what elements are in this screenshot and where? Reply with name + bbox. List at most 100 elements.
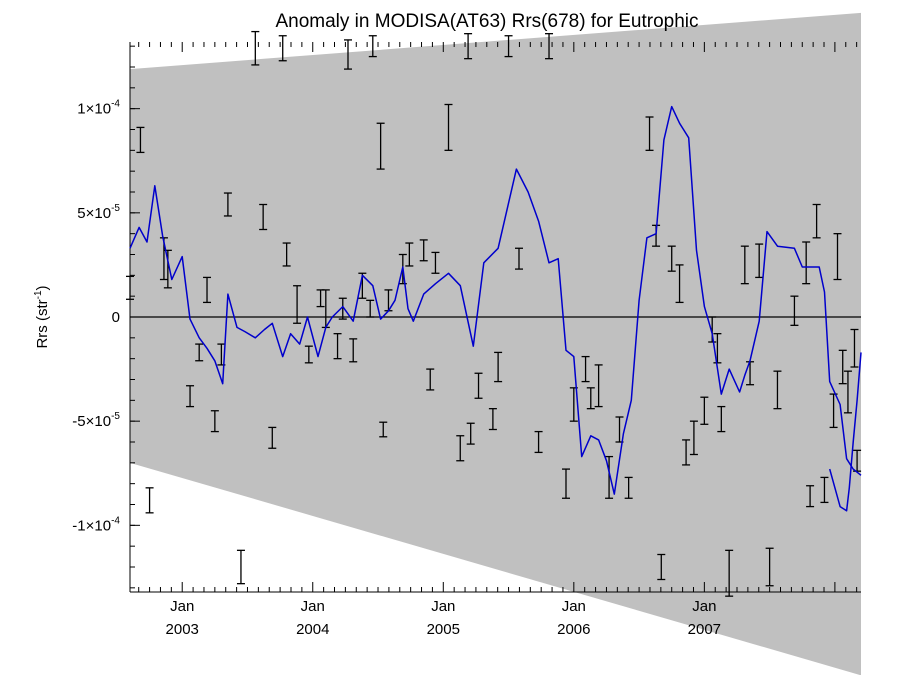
errorbar <box>802 241 811 285</box>
errorbar <box>561 468 570 499</box>
errorbar <box>333 333 342 360</box>
errorbar <box>765 547 774 587</box>
anomaly-series-line <box>129 105 862 495</box>
errorbar <box>293 285 302 324</box>
errorbar <box>850 328 859 368</box>
x-tick-month-label: Jan <box>431 598 455 615</box>
errorbar <box>251 30 260 66</box>
errorbar <box>466 422 475 445</box>
errorbar <box>740 245 749 285</box>
errorbar <box>838 349 847 385</box>
errorbar <box>379 421 388 438</box>
y-tick-label: -5×10-5 <box>72 411 120 430</box>
errorbar <box>812 203 821 239</box>
chart-title: Anomaly in MODISA(AT63) Rrs(678) for Eut… <box>275 11 698 32</box>
errorbar <box>259 203 268 231</box>
errorbar <box>405 242 414 267</box>
errorbar <box>431 251 440 274</box>
y-tick-label: 5×10-5 <box>77 203 120 222</box>
errorbar <box>278 35 287 62</box>
series-layer <box>129 105 862 512</box>
errorbar <box>126 275 134 300</box>
errorbar <box>426 368 435 391</box>
errorbar <box>488 408 497 431</box>
y-axis-label: Rrs (str-1) <box>33 285 51 348</box>
errorbar <box>605 455 614 499</box>
errorbar <box>338 297 347 320</box>
errorbar <box>223 192 232 217</box>
errorbar <box>514 247 523 270</box>
errorbar <box>624 476 633 499</box>
errorbar-layer <box>126 30 862 597</box>
errorbar <box>236 549 245 585</box>
x-tick-year-label: 2007 <box>688 621 721 638</box>
x-tick-year-label: 2005 <box>427 621 460 638</box>
x-tick-year-label: 2003 <box>166 621 199 638</box>
errorbar <box>586 387 595 410</box>
errorbar <box>820 476 829 504</box>
errorbar <box>657 553 666 581</box>
errorbar <box>790 295 799 326</box>
x-tick-year-label: 2004 <box>296 621 329 638</box>
uncertainty-band-layer <box>130 12 861 675</box>
errorbar <box>675 264 684 304</box>
y-tick-label: 1×10-4 <box>77 99 120 118</box>
x-tick-month-label: Jan <box>301 598 325 615</box>
y-tick-label-mantissa: -1×10 <box>72 517 111 534</box>
errorbar <box>833 233 842 281</box>
errorbar <box>829 393 838 429</box>
errorbar <box>689 420 698 456</box>
y-axis-label-suffix: ) <box>34 285 51 290</box>
errorbar <box>145 487 154 514</box>
errorbar <box>545 33 554 60</box>
errorbar <box>304 345 313 364</box>
errorbar <box>136 126 145 154</box>
y-tick-label-exponent: -4 <box>111 99 120 110</box>
errorbar <box>210 410 219 433</box>
y-tick-label: -1×10-4 <box>72 515 120 534</box>
y-axis-label-sup: -1 <box>33 290 44 299</box>
errorbar <box>349 338 358 363</box>
errorbar <box>444 103 453 151</box>
errorbar <box>843 370 852 414</box>
x-tick-month-label: Jan <box>562 598 586 615</box>
y-tick-label-mantissa: -5×10 <box>72 413 111 430</box>
errorbar <box>581 355 590 383</box>
x-tick-year-label: 2006 <box>557 621 590 638</box>
errorbar <box>594 364 603 408</box>
errorbar <box>717 405 726 433</box>
y-tick-label-exponent: -5 <box>111 203 120 214</box>
errorbar <box>368 35 377 58</box>
uncertainty-band <box>130 12 861 675</box>
y-tick-label-exponent: -5 <box>111 411 120 422</box>
errorbar <box>195 343 204 362</box>
errorbar <box>713 333 722 364</box>
errorbar <box>282 242 291 267</box>
errorbar <box>645 116 654 151</box>
errorbar <box>474 372 483 399</box>
y-tick-label-mantissa: 5×10 <box>77 205 111 222</box>
y-axis-label-main: Rrs (str <box>34 299 51 348</box>
errorbar <box>268 426 277 449</box>
x-tick-month-label: Jan <box>170 598 194 615</box>
errorbar <box>700 396 709 425</box>
errorbar <box>186 385 195 408</box>
y-tick-label-exponent: -4 <box>111 515 120 526</box>
x-tick-month-label: Jan <box>692 598 716 615</box>
errorbar <box>419 239 428 262</box>
errorbar <box>534 430 543 454</box>
y-tick-label: 0 <box>112 309 120 326</box>
errorbar <box>725 549 734 597</box>
errorbar <box>456 435 465 462</box>
errorbar <box>806 485 815 508</box>
errorbar <box>494 351 503 383</box>
y-tick-label-mantissa: 0 <box>112 309 120 326</box>
errorbar <box>203 276 212 304</box>
errorbar <box>773 370 782 410</box>
errorbar <box>682 439 691 466</box>
errorbar <box>755 243 764 279</box>
errorbar <box>464 33 473 60</box>
tick-layer: 1×10-45×10-50-5×10-5-1×10-4Jan2003Jan200… <box>72 42 858 638</box>
errorbar <box>343 39 352 70</box>
